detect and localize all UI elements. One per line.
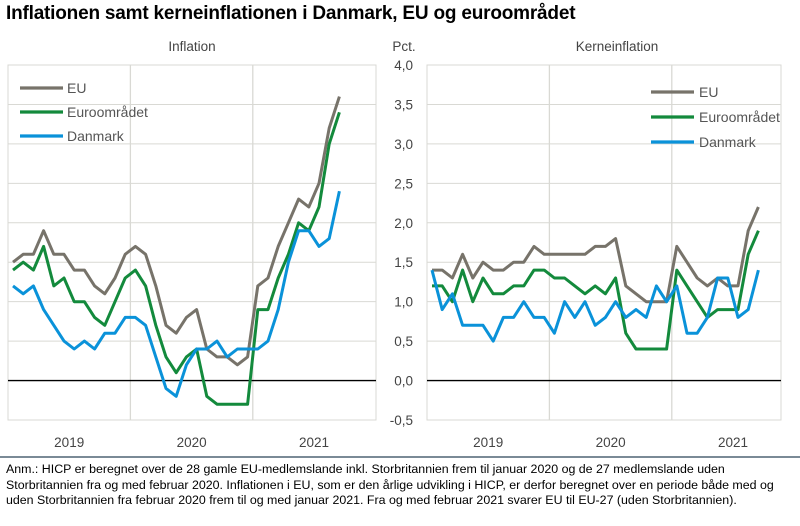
- x-tick-label: 2019: [473, 435, 503, 450]
- x-tick-label: 2020: [177, 435, 207, 450]
- y-tick-label: 1,0: [394, 295, 413, 310]
- series-line-eu: [12, 96, 341, 367]
- series-line-euroområdet: [432, 230, 760, 351]
- x-tick-label: 2021: [718, 435, 748, 450]
- series-line-danmark: [12, 190, 341, 398]
- y-tick-label: 0,0: [394, 374, 413, 389]
- legend-label: Danmark: [699, 134, 757, 150]
- legend-label: EU: [67, 80, 86, 96]
- y-axis-unit: Pct.: [392, 39, 415, 54]
- legend-label: EU: [699, 84, 718, 100]
- x-tick-label: 2020: [596, 435, 626, 450]
- y-tick-label: 2,0: [394, 216, 413, 231]
- chart-title: Inflationen samt kerneinflationen i Danm…: [6, 3, 576, 24]
- legend-label: Euroområdet: [699, 109, 780, 125]
- chart-canvas: 2019 2020 2021 Inflation EU Euroområdet Danmar…: [7, 39, 782, 450]
- panel-title: Kerneinflation: [576, 39, 659, 54]
- y-tick-label: 2,5: [394, 176, 413, 191]
- footnote: Anm.: HICP er beregnet over de 28 gamle …: [6, 462, 774, 507]
- panel-title: Inflation: [168, 39, 215, 54]
- legend-label: Euroområdet: [67, 104, 148, 120]
- y-tick-label: 4,0: [394, 58, 413, 73]
- y-tick-label: 3,5: [394, 97, 413, 112]
- series-line-danmark: [430, 269, 760, 343]
- y-tick-label: -0,5: [390, 413, 413, 428]
- x-tick-label: 2021: [299, 435, 329, 450]
- x-tick-label: 2019: [54, 435, 84, 450]
- divider: [0, 456, 800, 458]
- series-line-euroområdet: [12, 111, 341, 406]
- series-line-eu: [432, 206, 760, 304]
- y-tick-label: 1,5: [394, 255, 413, 270]
- y-tick-label: 3,0: [394, 137, 413, 152]
- legend-label: Danmark: [67, 128, 125, 144]
- y-tick-label: 0,5: [394, 334, 413, 349]
- plot-frame: [7, 64, 377, 421]
